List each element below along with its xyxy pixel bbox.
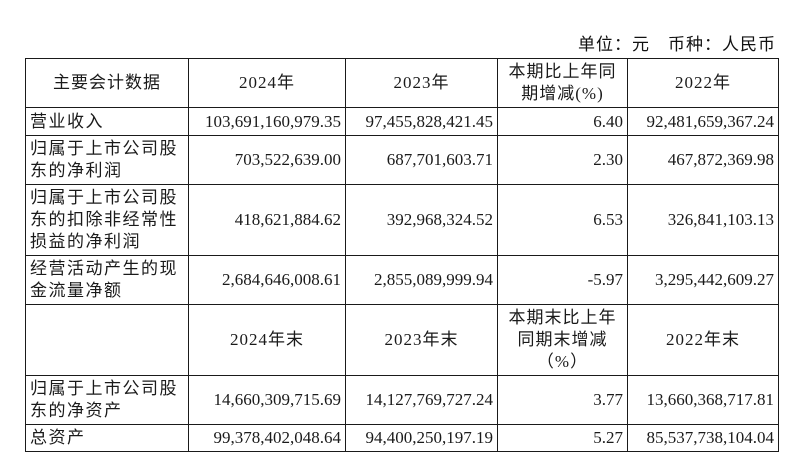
value-2024: 418,621,884.62 — [188, 184, 346, 256]
value-2024: 14,660,309,715.69 — [188, 375, 346, 425]
header-2022-end: 2022年末 — [627, 304, 779, 376]
value-2024: 103,691,160,979.35 — [188, 107, 346, 136]
header-change: 本期比上年同 期增减(%) — [497, 58, 628, 108]
header-2024-end: 2024年末 — [188, 304, 346, 376]
key-accounting-data-table: 主要会计数据 2024年 2023年 本期比上年同 期增减(%) 2022年 营… — [25, 58, 779, 452]
value-2024: 99,378,402,048.64 — [188, 424, 346, 452]
value-2023: 2,855,089,999.94 — [345, 255, 498, 305]
value-2023: 392,968,324.52 — [345, 184, 498, 256]
table-row-total-assets: 总资产 99,378,402,048.64 94,400,250,197.19 … — [25, 424, 779, 452]
header-metric: 主要会计数据 — [25, 58, 189, 108]
row-label: 归属于上市公司股 东的扣除非经常性 损益的净利润 — [25, 184, 189, 256]
value-2022: 3,295,442,609.27 — [627, 255, 779, 305]
table-row-net-profit: 归属于上市公司股 东的净利润 703,522,639.00 687,701,60… — [25, 135, 779, 185]
value-2022: 13,660,368,717.81 — [627, 375, 779, 425]
header-2023-end: 2023年末 — [345, 304, 498, 376]
value-change: 6.53 — [497, 184, 628, 256]
value-2023: 687,701,603.71 — [345, 135, 498, 185]
value-2022: 92,481,659,367.24 — [627, 107, 779, 136]
value-change: 2.30 — [497, 135, 628, 185]
header-change-end: 本期末比上年 同期末增减 （%） — [497, 304, 628, 376]
value-2023: 14,127,769,727.24 — [345, 375, 498, 425]
value-change: 3.77 — [497, 375, 628, 425]
table-header-period-end: 2024年末 2023年末 本期末比上年 同期末增减 （%） 2022年末 — [25, 304, 779, 376]
value-change: -5.97 — [497, 255, 628, 305]
value-2024: 2,684,646,008.61 — [188, 255, 346, 305]
table-header-period: 主要会计数据 2024年 2023年 本期比上年同 期增减(%) 2022年 — [25, 58, 779, 108]
value-2023: 97,455,828,421.45 — [345, 107, 498, 136]
table-row-operating-cash-flow: 经营活动产生的现 金流量净额 2,684,646,008.61 2,855,08… — [25, 255, 779, 305]
value-2023: 94,400,250,197.19 — [345, 424, 498, 452]
row-label: 总资产 — [25, 424, 189, 452]
row-label: 归属于上市公司股 东的净利润 — [25, 135, 189, 185]
value-2022: 85,537,738,104.04 — [627, 424, 779, 452]
header-metric-empty — [25, 304, 189, 376]
table-row-revenue: 营业收入 103,691,160,979.35 97,455,828,421.4… — [25, 107, 779, 136]
unit-currency-label: 单位：元 币种：人民币 — [578, 35, 776, 54]
value-2024: 703,522,639.00 — [188, 135, 346, 185]
header-2024: 2024年 — [188, 58, 346, 108]
table-row-net-assets: 归属于上市公司股 东的净资产 14,660,309,715.69 14,127,… — [25, 375, 779, 425]
table-row-net-profit-excl-nonrecurring: 归属于上市公司股 东的扣除非经常性 损益的净利润 418,621,884.62 … — [25, 184, 779, 256]
value-change: 5.27 — [497, 424, 628, 452]
row-label: 营业收入 — [25, 107, 189, 136]
value-change: 6.40 — [497, 107, 628, 136]
value-2022: 467,872,369.98 — [627, 135, 779, 185]
row-label: 经营活动产生的现 金流量净额 — [25, 255, 189, 305]
header-2023: 2023年 — [345, 58, 498, 108]
header-2022: 2022年 — [627, 58, 779, 108]
row-label: 归属于上市公司股 东的净资产 — [25, 375, 189, 425]
value-2022: 326,841,103.13 — [627, 184, 779, 256]
